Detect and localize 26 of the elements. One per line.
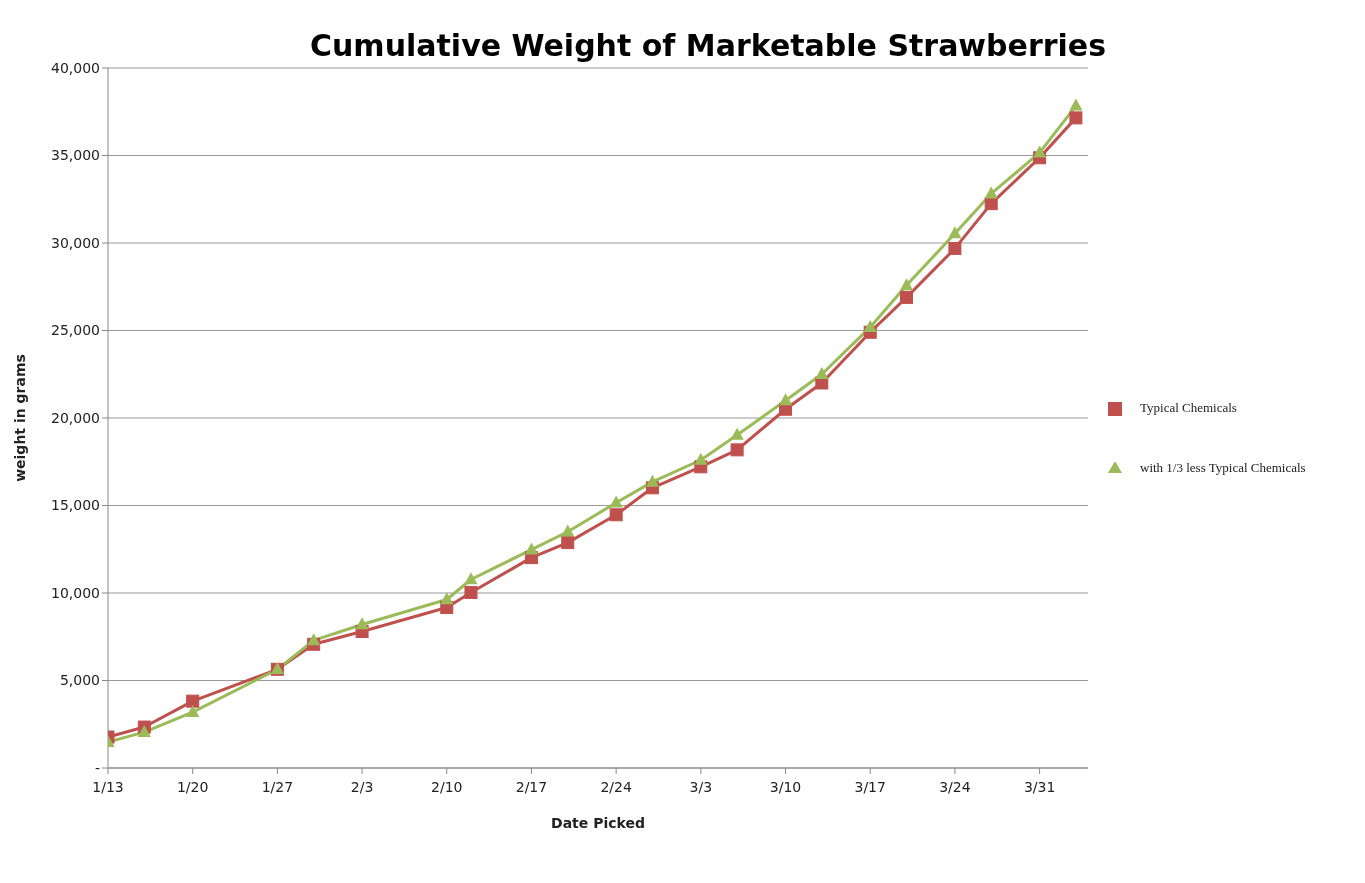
y-tick-label: 10,000: [51, 584, 100, 601]
x-tick-label: 2/3: [350, 778, 374, 795]
y-tick-label: 5,000: [59, 672, 100, 689]
y-tick-label: 40,000: [51, 59, 100, 76]
x-tick-label: 3/24: [939, 778, 971, 795]
y-tick-label: 30,000: [51, 234, 100, 251]
x-tick-label: 1/20: [176, 778, 209, 795]
legend-label: Typical Chemicals: [1140, 400, 1237, 415]
y-tick-label: -: [94, 759, 100, 776]
x-tick-label: 1/13: [92, 778, 124, 795]
y-tick-label: 20,000: [51, 409, 100, 426]
x-tick-label: 1/27: [261, 778, 294, 795]
x-tick-label: 2/17: [515, 778, 548, 795]
x-tick-label: 2/10: [431, 778, 463, 795]
x-tick-label: 2/24: [600, 778, 632, 795]
x-tick-label: 3/17: [854, 778, 886, 795]
x-axis-title: Date Picked: [551, 815, 645, 831]
x-tick-label: 3/10: [769, 778, 802, 795]
y-axis-title: weight in grams: [11, 354, 28, 482]
legend-label: with 1/3 less Typical Chemicals: [1140, 460, 1306, 475]
y-tick-label: 15,000: [51, 497, 100, 514]
x-tick-label: 3/31: [1023, 778, 1056, 795]
chart-title: Cumulative Weight of Marketable Strawberries: [309, 28, 1107, 63]
x-tick-label: 3/3: [689, 778, 713, 795]
y-tick-label: 25,000: [51, 322, 100, 339]
y-tick-label: 35,000: [51, 147, 100, 164]
